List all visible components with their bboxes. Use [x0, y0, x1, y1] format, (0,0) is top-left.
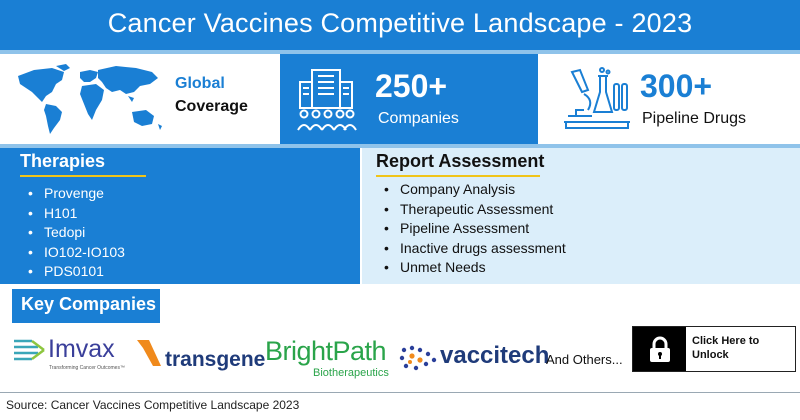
transgene-logo: transgene	[135, 336, 266, 376]
imvax-logo: Imvax Transforming Cancer Outcomes™	[12, 333, 134, 379]
brightpath-name: BrightPath	[265, 336, 387, 366]
list-item: Pipeline Assessment	[380, 219, 566, 239]
list-item: Provenge	[24, 184, 125, 204]
page-title: Cancer Vaccines Competitive Landscape - …	[107, 8, 693, 38]
list-item: Unmet Needs	[380, 258, 566, 278]
global-coverage-line1: Global	[175, 75, 225, 92]
building-people-icon	[297, 69, 357, 131]
key-companies-badge: Key Companies	[12, 289, 160, 323]
unlock-line2[interactable]: Unlock	[692, 349, 729, 361]
list-item: H101	[24, 204, 125, 224]
brightpath-sub: Biotherapeutics	[313, 367, 389, 379]
imvax-name: Imvax	[48, 335, 115, 363]
global-coverage-line2: Coverage	[175, 98, 248, 115]
list-item: Company Analysis	[380, 180, 566, 200]
vaccitech-name: vaccitech	[440, 342, 550, 369]
companies-label: Companies	[378, 110, 459, 127]
transgene-name: transgene	[165, 348, 266, 371]
therapies-title: Therapies	[20, 151, 106, 171]
therapies-underline	[20, 175, 146, 177]
source-divider	[0, 392, 800, 393]
lock-icon-box[interactable]	[633, 327, 686, 371]
vaccitech-mark-icon	[399, 345, 437, 371]
report-underline	[376, 175, 540, 177]
global-coverage-card	[0, 54, 278, 144]
header-banner: Cancer Vaccines Competitive Landscape - …	[0, 0, 800, 50]
world-map-icon	[18, 64, 162, 134]
brightpath-logo: BrightPath Biotherapeutics	[265, 336, 400, 380]
list-item: IO102-IO103	[24, 243, 125, 263]
report-title: Report Assessment	[376, 151, 545, 171]
companies-count: 250+	[375, 68, 448, 104]
lab-microscope-icon	[564, 67, 630, 129]
pipeline-card: 300+ Pipeline Drugs	[540, 54, 800, 144]
pipeline-label: Pipeline Drugs	[642, 110, 747, 127]
report-list: Company Analysis Therapeutic Assessment …	[380, 180, 566, 278]
imvax-tagline: Transforming Cancer Outcomes™	[49, 365, 125, 371]
key-companies-title: Key Companies	[21, 294, 157, 314]
transgene-mark-icon	[137, 340, 161, 366]
list-item: Inactive drugs assessment	[380, 239, 566, 259]
pipeline-count: 300+	[640, 68, 713, 104]
stats-divider	[0, 144, 800, 148]
unlock-label[interactable]: Click Here to Unlock	[692, 334, 792, 362]
vaccitech-logo: vaccitech	[398, 340, 549, 376]
and-others-text: And Others...	[546, 352, 623, 367]
imvax-mark-icon	[14, 339, 45, 361]
companies-card: 250+ Companies	[280, 54, 538, 144]
list-item: Therapeutic Assessment	[380, 200, 566, 220]
report-assessment-panel: Report Assessment Company Analysis Thera…	[362, 148, 800, 284]
header-divider	[0, 50, 800, 54]
therapies-panel: Therapies Provenge H101 Tedopi IO102-IO1…	[0, 148, 360, 284]
list-item: PDS0101	[24, 262, 125, 282]
unlock-line1[interactable]: Click Here to	[692, 335, 760, 347]
therapies-list: Provenge H101 Tedopi IO102-IO103 PDS0101	[24, 184, 125, 282]
lock-icon	[650, 336, 670, 362]
list-item: Tedopi	[24, 223, 125, 243]
source-text: Source: Cancer Vaccines Competitive Land…	[6, 398, 300, 412]
